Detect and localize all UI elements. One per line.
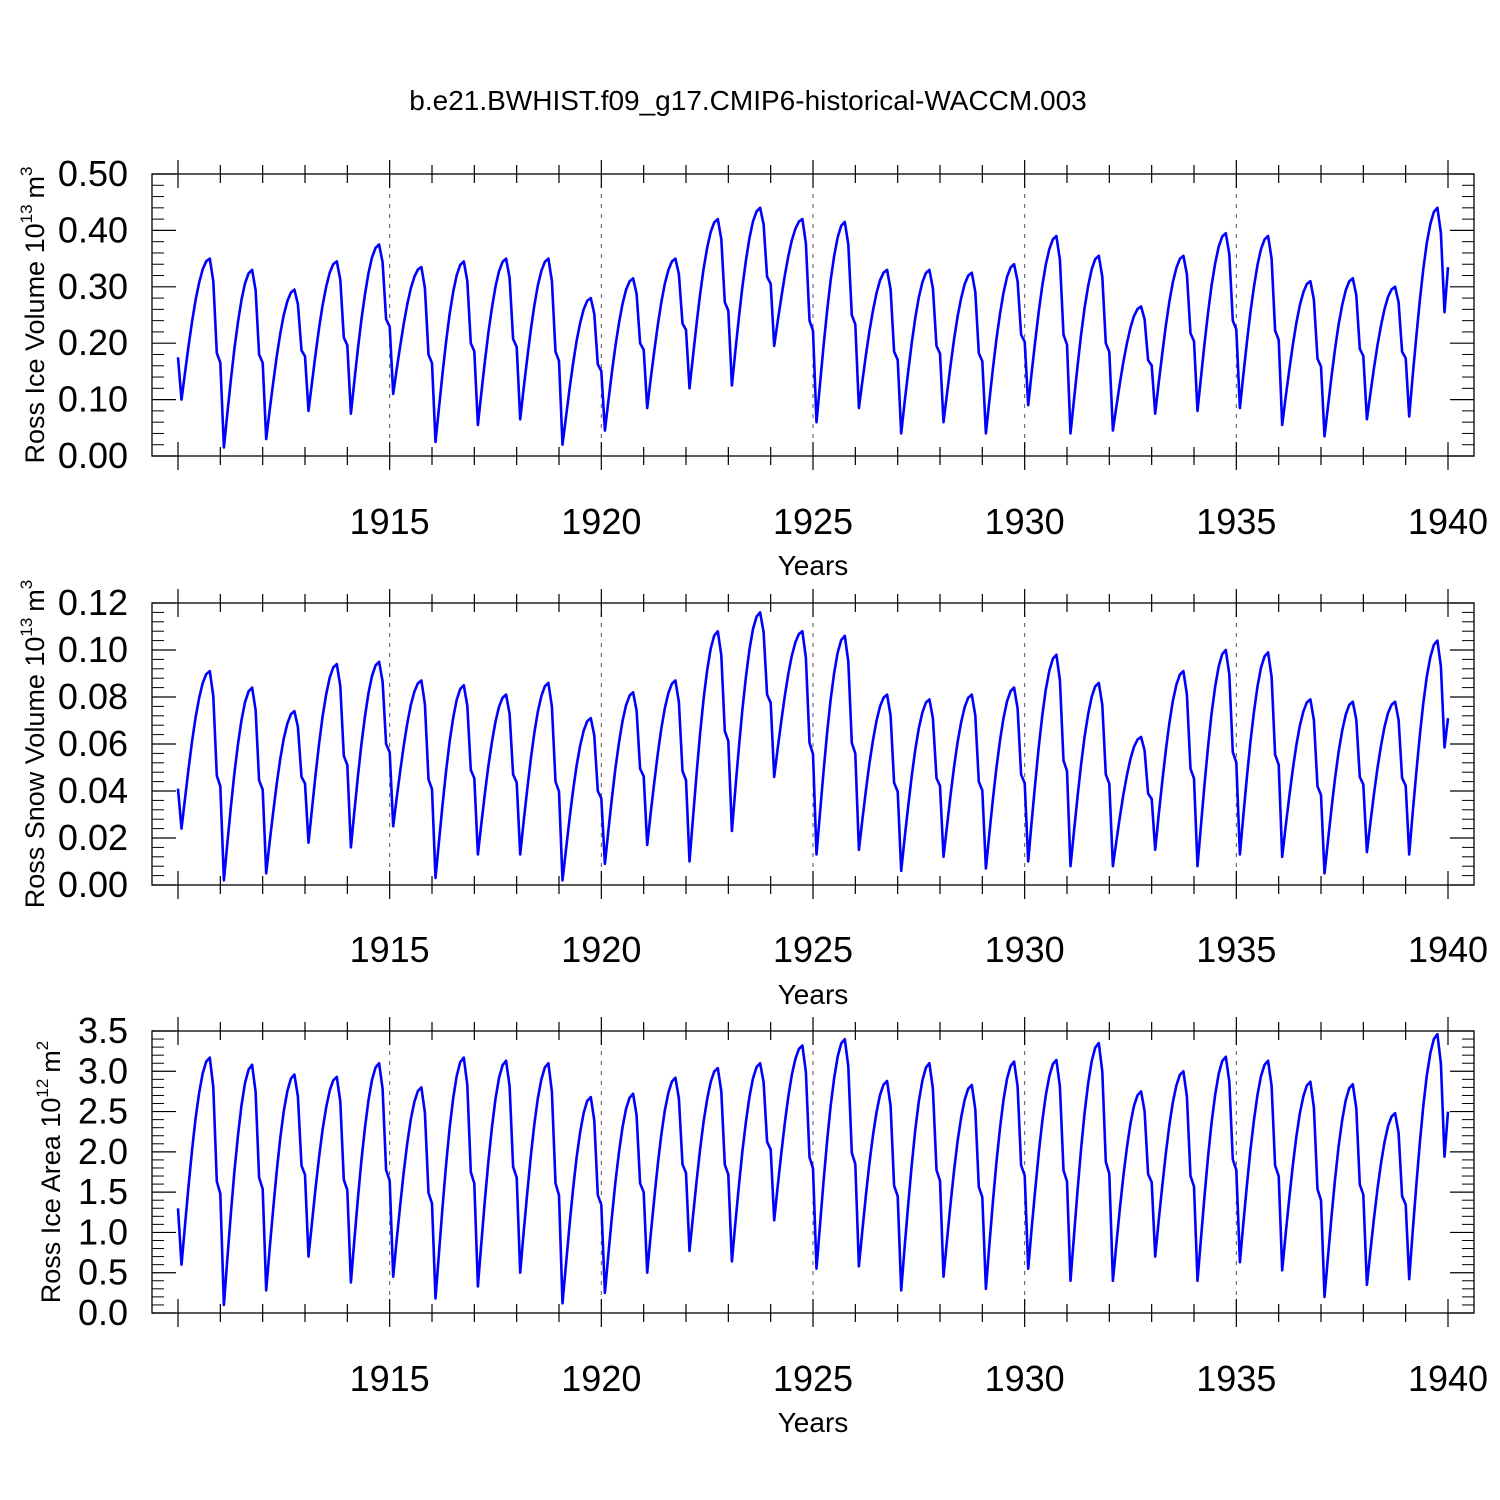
y-tick-label: 0.10 [58,629,128,670]
x-tick-label: 1915 [350,929,430,970]
y-tick-label: 0.12 [58,582,128,623]
y-tick-label: 0.08 [58,676,128,717]
y-tick-label: 2.0 [78,1131,128,1172]
y-axis-title-unit-exp: 2 [33,1041,52,1050]
x-tick-label: 1930 [985,1358,1065,1399]
x-tick-label: 1935 [1196,501,1276,542]
x-tick-label: 1925 [773,929,853,970]
y-tick-label: 0.50 [58,153,128,194]
y-tick-label: 0.10 [58,379,128,420]
y-axis-title-exp: 13 [17,204,36,223]
y-tick-label: 3.0 [78,1050,128,1091]
x-tick-label: 1940 [1408,929,1488,970]
y-tick-label: 0.06 [58,723,128,764]
x-tick-label: 1915 [350,501,430,542]
y-axis-title-unit: m [20,589,50,612]
series-line [176,206,1450,449]
x-axis-title: Years [778,550,849,581]
y-tick-label: 0.30 [58,266,128,307]
panel-3: 1915 1920 1925 1930 1935 1940 Years 0.00.51.01.… [33,1010,1488,1438]
series-line [176,1032,1450,1307]
panel-2: 1915 1920 1925 1930 1935 1940 Years 0.00 0.02 0.0… [17,580,1488,1010]
y-tick-label: 2.5 [78,1091,128,1132]
x-tick-label: 1935 [1196,1358,1276,1399]
y-tick-label: 0.04 [58,770,128,811]
y-axis-title-exp: 12 [33,1079,52,1098]
x-tick-label: 1935 [1196,929,1276,970]
y-axis-title-unit-exp: 3 [17,580,36,589]
panels: 1915 1920 1925 1930 1935 1940 Years 0.00 0.10 0.2… [17,153,1488,1438]
y-tick-label: 0.0 [78,1292,128,1333]
x-tick-label: 1940 [1408,1358,1488,1399]
y-tick-label: 1.5 [78,1171,128,1212]
x-axis-title: Years [778,979,849,1010]
y-axis-title: Ross Ice Area 1012 m2 [33,1041,66,1304]
y-tick-label: 0.00 [58,864,128,905]
y-axis-title-main: Ross Snow Volume 10 [20,637,50,909]
y-tick-label: 0.20 [58,322,128,363]
x-tick-label: 1920 [561,1358,641,1399]
x-tick-label: 1920 [561,501,641,542]
x-tick-label: 1920 [561,929,641,970]
y-tick-label: 3.5 [78,1010,128,1051]
y-axis-title-unit: m [36,1050,66,1073]
y-tick-label: 1.0 [78,1211,128,1252]
y-tick-label: 0.40 [58,209,128,250]
y-axis-title: Ross Snow Volume 1013 m3 [17,580,50,909]
figure-title: b.e21.BWHIST.f09_g17.CMIP6-historical-WA… [409,85,1086,116]
x-tick-label: 1925 [773,1358,853,1399]
y-tick-label: 0.02 [58,817,128,858]
y-tick-label: 0.5 [78,1252,128,1293]
x-axis-title: Years [778,1407,849,1438]
y-axis-title-unit-exp: 3 [17,166,36,175]
y-axis-title-exp: 13 [17,618,36,637]
panel-1: 1915 1920 1925 1930 1935 1940 Years 0.00 0.10 0.2… [17,153,1488,581]
y-tick-label: 0.00 [58,435,128,476]
x-tick-label: 1930 [985,501,1065,542]
series-line [176,611,1450,882]
x-tick-label: 1940 [1408,501,1488,542]
y-axis-title-main: Ross Ice Volume 10 [20,223,50,463]
y-axis-title-main: Ross Ice Area 10 [36,1098,66,1304]
y-axis-title-unit: m [20,176,50,199]
x-tick-label: 1930 [985,929,1065,970]
x-tick-label: 1925 [773,501,853,542]
x-tick-label: 1915 [350,1358,430,1399]
y-axis-title: Ross Ice Volume 1013 m3 [17,166,50,463]
